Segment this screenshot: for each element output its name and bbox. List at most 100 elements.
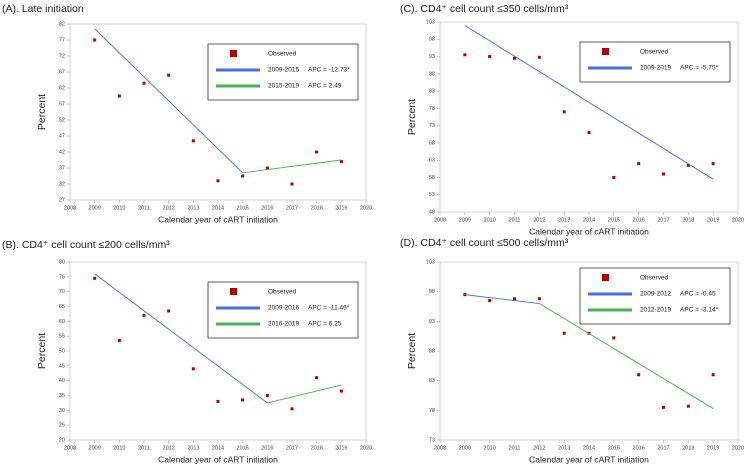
x-axis-label: Calendar year of cART initiation: [158, 214, 278, 224]
y-tick-label: 103: [426, 19, 435, 25]
x-tick-label: 2020: [360, 445, 372, 451]
x-tick-label: 2012: [533, 217, 545, 223]
x-tick-label: 2013: [187, 205, 199, 211]
x-tick-label: 2016: [261, 205, 273, 211]
y-tick-label: 57: [59, 101, 65, 107]
y-tick-label: 68: [429, 140, 435, 146]
y-tick-label: 50: [59, 348, 65, 354]
observed-point: [265, 394, 269, 397]
observed-point: [265, 166, 269, 170]
fit-line: [94, 28, 243, 174]
y-tick-label: 42: [59, 149, 65, 155]
observed-point: [587, 131, 591, 135]
legend-swatch: [230, 50, 237, 57]
y-tick-label: 80: [59, 259, 65, 265]
x-tick-label: 2019: [707, 217, 719, 223]
y-tick-label: 60: [59, 319, 65, 325]
fit-line: [267, 384, 342, 404]
legend-apc: APC = 6.25: [308, 321, 342, 328]
y-tick-label: 30: [59, 408, 65, 414]
x-tick-label: 2019: [335, 205, 347, 211]
legend-apc: APC = -5.75*: [680, 65, 719, 72]
x-tick-label: 2010: [484, 217, 496, 223]
y-tick-label: 73: [429, 123, 435, 129]
y-tick-label: 25: [59, 423, 65, 429]
x-tick-label: 2012: [163, 445, 175, 451]
x-tick-label: 2010: [113, 205, 125, 211]
x-tick-label: 2018: [311, 205, 323, 211]
legend-apc: APC = 2.49: [308, 83, 342, 90]
observed-point: [191, 139, 195, 143]
x-tick-label: 2015: [237, 205, 249, 211]
observed-point: [315, 150, 319, 154]
y-tick-label: 88: [429, 71, 435, 77]
legend-swatch: [602, 48, 609, 55]
observed-point: [241, 174, 245, 178]
observed-point: [537, 297, 541, 301]
legend-label: 2009-2012: [640, 291, 671, 298]
x-tick-label: 2015: [608, 445, 620, 451]
x-tick-label: 2018: [682, 445, 694, 451]
x-tick-label: 2014: [583, 217, 595, 223]
fit-line: [464, 294, 540, 304]
observed-point: [562, 110, 566, 114]
observed-point: [463, 53, 467, 57]
x-tick-label: 2008: [434, 217, 446, 223]
x-tick-label: 2017: [286, 205, 298, 211]
y-tick-label: 47: [59, 133, 65, 139]
x-tick-label: 2019: [335, 445, 347, 451]
fit-line: [539, 303, 714, 409]
y-tick-label: 83: [429, 378, 435, 384]
legend-apc: APC = -11.46*: [308, 305, 350, 312]
x-tick-label: 2011: [509, 445, 521, 451]
observed-point: [93, 38, 97, 42]
x-tick-label: 2011: [509, 217, 521, 223]
legend-apc: APC = -0.45: [680, 291, 716, 298]
x-tick-label: 2018: [682, 217, 694, 223]
fit-line: [464, 25, 714, 180]
observed-point: [315, 376, 319, 380]
y-axis-label: Percent: [36, 333, 48, 369]
y-tick-label: 73: [429, 437, 435, 443]
observed-point: [117, 94, 121, 98]
observed-point: [142, 81, 146, 85]
x-axis-label: Calendar year of cART initiation: [529, 454, 649, 464]
x-tick-label: 2013: [558, 445, 570, 451]
x-axis-label: Calendar year of cART initiation: [158, 454, 278, 464]
observed-point: [339, 389, 343, 393]
y-tick-label: 78: [429, 106, 435, 112]
x-tick-label: 2009: [89, 445, 101, 451]
observed-point: [290, 182, 294, 186]
x-tick-label: 2011: [138, 445, 150, 451]
y-tick-label: 55: [59, 334, 65, 340]
x-tick-label: 2008: [64, 205, 76, 211]
observed-point: [191, 367, 195, 371]
observed-point: [216, 399, 220, 403]
observed-point: [290, 407, 294, 411]
x-tick-label: 2015: [237, 445, 249, 451]
x-tick-label: 2020: [732, 445, 744, 451]
y-tick-label: 62: [59, 85, 65, 91]
x-tick-label: 2016: [261, 445, 273, 451]
x-tick-label: 2008: [64, 445, 76, 451]
x-tick-label: 2013: [187, 445, 199, 451]
legend-label: 2009-2015: [268, 67, 299, 74]
observed-point: [513, 297, 516, 301]
x-tick-label: 2013: [558, 217, 570, 223]
y-tick-label: 98: [429, 289, 435, 295]
x-tick-label: 2008: [434, 445, 446, 451]
y-tick-label: 32: [59, 181, 65, 187]
legend-label: Observed: [640, 49, 669, 56]
x-tick-label: 2017: [657, 217, 669, 223]
legend-apc: APC = -12.73*: [308, 67, 350, 74]
x-tick-label: 2015: [608, 217, 620, 223]
x-tick-label: 2010: [113, 445, 125, 451]
y-tick-label: 37: [59, 165, 65, 171]
observed-point: [339, 160, 343, 164]
y-tick-label: 78: [429, 408, 435, 414]
chart-title: (C). CD4⁺ cell count ≤350 cells/mm³: [400, 3, 569, 15]
x-tick-label: 2014: [212, 445, 224, 451]
legend-swatch: [230, 288, 237, 295]
x-tick-label: 2010: [484, 445, 496, 451]
observed-point: [562, 331, 566, 335]
